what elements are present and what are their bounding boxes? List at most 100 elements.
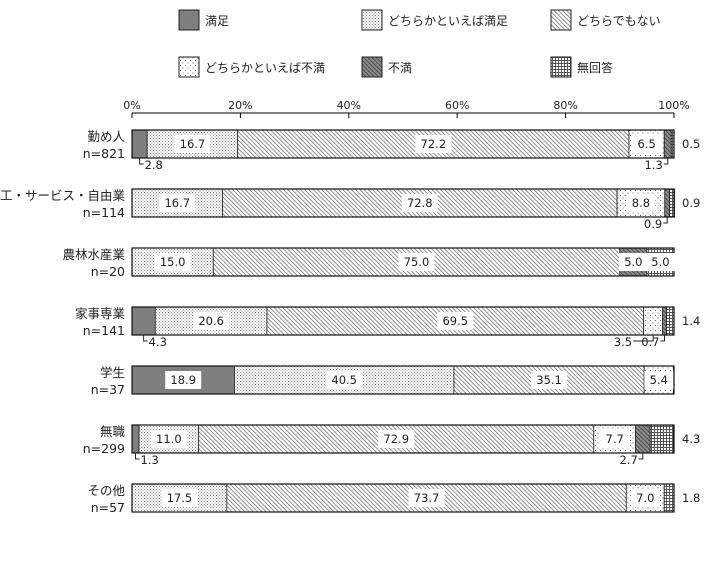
data-label: 0.5 (682, 137, 700, 151)
svg-text:75.0: 75.0 (404, 255, 430, 269)
svg-text:5.0: 5.0 (651, 255, 669, 269)
x-tick-label: 100% (658, 99, 689, 112)
data-label: 15.0 (154, 253, 191, 271)
data-label: 40.5 (326, 371, 363, 389)
svg-text:72.8: 72.8 (407, 196, 433, 210)
data-label: 1.8 (682, 491, 700, 505)
data-label-callout: 4.3 (143, 335, 167, 349)
data-label-callout: 1.3 (644, 158, 669, 172)
data-label: 7.0 (630, 489, 660, 507)
data-label: 11.0 (150, 430, 187, 448)
data-label: 8.8 (626, 194, 656, 212)
category-n-label: n=299 (83, 441, 125, 456)
svg-text:15.0: 15.0 (160, 255, 186, 269)
category-label: 家事専業 (75, 306, 126, 321)
data-label-callout: 3.5 (614, 335, 654, 349)
svg-text:35.1: 35.1 (536, 373, 562, 387)
data-label: 75.0 (398, 253, 435, 271)
svg-text:6.5: 6.5 (637, 137, 655, 151)
x-tick-label: 80% (553, 99, 577, 112)
category-label: 商工・サービス・自由業 (0, 188, 125, 203)
svg-text:8.8: 8.8 (632, 196, 650, 210)
bar-outline (131, 483, 675, 513)
svg-text:7.7: 7.7 (606, 432, 624, 446)
legend-swatch-manzoku (178, 9, 200, 31)
svg-text:16.7: 16.7 (180, 137, 206, 151)
bar-segment (662, 306, 667, 336)
svg-text:11.0: 11.0 (156, 432, 182, 446)
bar-row: 商工・サービス・自由業 n=114 16.7 72.8 8.8 0.9 0.9 (0, 188, 700, 231)
svg-text:7.0: 7.0 (636, 491, 654, 505)
bar-segment (635, 424, 651, 454)
bar-segment (666, 306, 675, 336)
svg-text:5.4: 5.4 (650, 373, 668, 387)
data-label-callout: 2.7 (620, 453, 644, 467)
data-label-callout: 2.8 (139, 158, 163, 172)
svg-text:40.5: 40.5 (331, 373, 357, 387)
svg-text:1.3: 1.3 (141, 453, 159, 467)
bar-segment (131, 424, 140, 454)
svg-text:72.2: 72.2 (421, 137, 447, 151)
bar-row: 勤め人 n=821 2.8 16.7 72.2 6.5 1.3 0.5 (83, 129, 701, 172)
legend: 満足 どちらかといえば満足 どちらでもない どちらかといえば不満 不満 無回答 (178, 9, 661, 78)
category-label: 勤め人 (87, 129, 125, 144)
data-label: 1.4 (682, 314, 700, 328)
data-label: 16.7 (174, 135, 211, 153)
x-axis: 0% 20% 40% 60% 80% 100% (123, 99, 690, 118)
svg-text:73.7: 73.7 (414, 491, 440, 505)
bar-outline (131, 365, 675, 395)
data-label: 72.2 (415, 135, 452, 153)
bar-outline (131, 129, 675, 159)
legend-item-fuman: 不満 (361, 56, 412, 78)
data-label: 69.5 (437, 312, 474, 330)
data-label: 5.0 (618, 253, 648, 271)
x-tick-label: 0% (123, 99, 140, 112)
svg-text:69.5: 69.5 (442, 314, 468, 328)
svg-text:4.3: 4.3 (149, 335, 167, 349)
legend-swatch-fuman (361, 56, 383, 78)
svg-text:2.7: 2.7 (620, 453, 638, 467)
legend-item-dochiraka-manzoku: どちらかといえば満足 (361, 9, 508, 31)
bar-row: 学生 n=37 18.9 40.5 35.1 5.4 (91, 365, 675, 397)
category-label: 無職 (100, 424, 126, 439)
data-label: 5.4 (644, 371, 674, 389)
bar-row: その他 n=57 17.5 73.7 7.0 1.8 (87, 483, 700, 515)
svg-text:72.9: 72.9 (383, 432, 409, 446)
bar-outline (131, 424, 675, 454)
x-tick-label: 40% (337, 99, 361, 112)
bar-segment (131, 306, 156, 336)
legend-label-fuman: 不満 (388, 61, 412, 75)
svg-text:1.3: 1.3 (644, 158, 662, 172)
legend-swatch-dochira-demo (550, 9, 572, 31)
category-label: 農林水産業 (62, 247, 125, 262)
category-n-label: n=114 (83, 205, 125, 220)
legend-label-manzoku: 満足 (205, 14, 229, 28)
legend-label-dochiraka-fuman: どちらかといえば不満 (205, 61, 325, 75)
bar-outline (131, 188, 675, 218)
svg-text:5.0: 5.0 (624, 255, 642, 269)
svg-text:0.9: 0.9 (644, 217, 662, 231)
category-n-label: n=821 (83, 146, 125, 161)
data-label: 20.6 (193, 312, 230, 330)
bar-segment (131, 129, 148, 159)
svg-text:0.7: 0.7 (641, 335, 659, 349)
legend-item-dochiraka-fuman: どちらかといえば不満 (178, 56, 325, 78)
svg-text:20.6: 20.6 (198, 314, 224, 328)
data-label: 4.3 (682, 432, 700, 446)
bar-row: 農林水産業 n=20 15.0 75.0 5.0 5.0 (62, 247, 675, 279)
data-label: 5.0 (645, 253, 675, 271)
data-label: 7.7 (600, 430, 630, 448)
bar-segment (663, 483, 675, 513)
category-label: その他 (87, 483, 125, 498)
data-label: 73.7 (408, 489, 445, 507)
data-label: 72.8 (401, 194, 438, 212)
data-label: 18.9 (165, 371, 202, 389)
legend-swatch-mukaito (550, 56, 572, 78)
x-tick-label: 20% (228, 99, 252, 112)
data-label: 0.9 (682, 196, 700, 210)
svg-text:17.5: 17.5 (167, 491, 193, 505)
legend-item-dochira-demo: どちらでもない (550, 9, 661, 31)
bar-segment (663, 129, 672, 159)
